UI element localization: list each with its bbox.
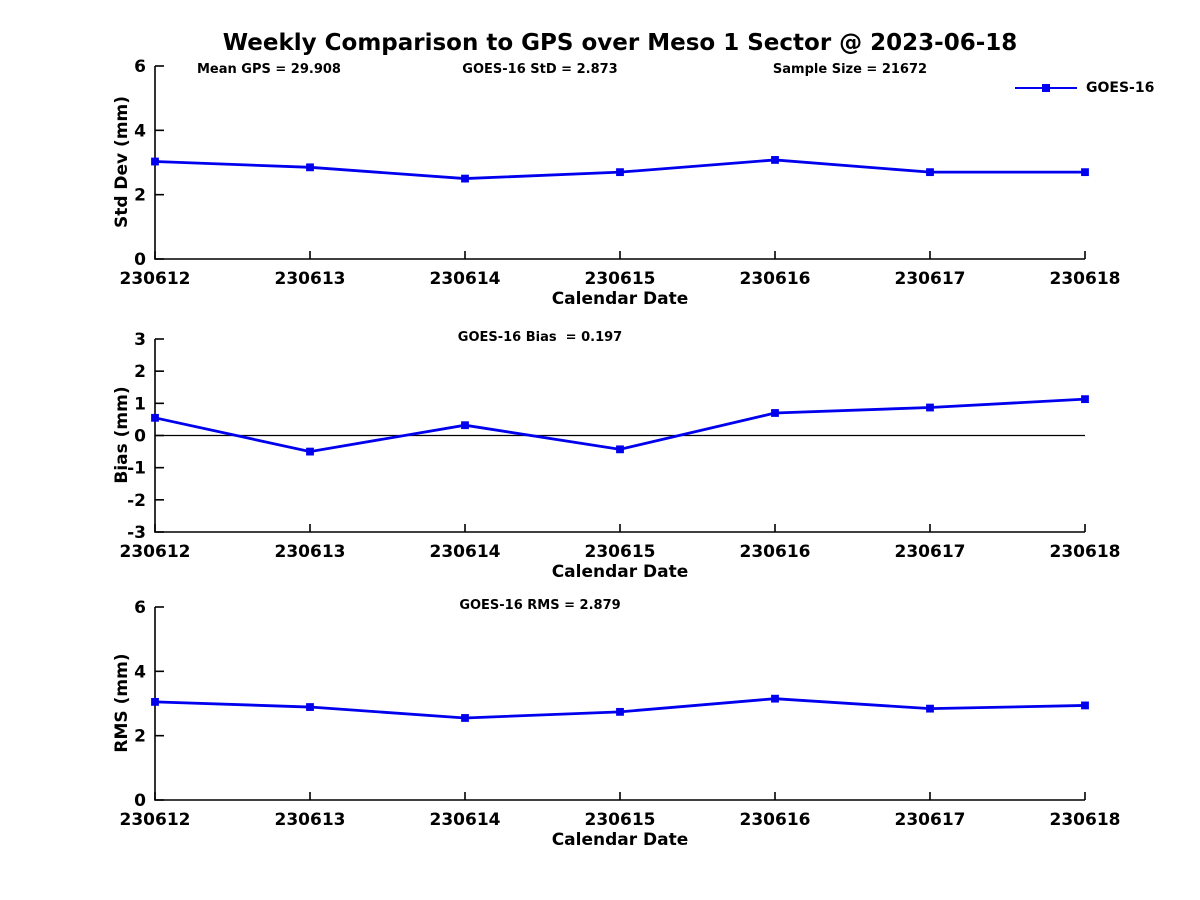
bias-subplot-data-point-marker (926, 403, 934, 412)
rms-subplot-xtick-label: 230618 (1050, 810, 1121, 830)
std-dev-subplot-ytick-label: 0 (134, 250, 146, 270)
annotation-mean-gps: Mean GPS = 29.908 (197, 62, 341, 77)
bias-subplot-ytick-label: 2 (134, 362, 146, 382)
bias-subplot-data-point-marker (151, 413, 159, 422)
rms-subplot-ytick-label: 0 (134, 791, 146, 811)
std-dev-subplot-data-point-marker (306, 163, 314, 172)
rms-subplot-data-point-marker (306, 703, 314, 711)
xlabel-calendar-date-2: Calendar Date (551, 562, 689, 582)
bias-subplot-xtick-label: 230618 (1050, 542, 1121, 562)
bias-subplot-data-point-marker (306, 447, 314, 456)
annotation-goes16-std: GOES-16 StD = 2.873 (462, 62, 618, 77)
legend-label: GOES-16 (1086, 80, 1155, 96)
figure-title: Weekly Comparison to GPS over Meso 1 Sec… (222, 30, 1018, 56)
std-dev-subplot-ytick-label: 4 (134, 121, 146, 141)
std-dev-subplot-ytick-label: 6 (134, 57, 146, 77)
bias-subplot-ytick-label: 0 (134, 427, 146, 447)
rms-subplot-data-point-marker (771, 694, 779, 703)
std-dev-subplot-data-point-marker (771, 156, 779, 164)
std-dev-subplot-data-point-marker (151, 157, 159, 166)
annotation-goes16-bias: GOES-16 Bias = 0.197 (457, 330, 623, 345)
std-dev-subplot-xtick-label: 230617 (895, 269, 966, 289)
rms-subplot-data-point-marker (926, 704, 934, 713)
rms-subplot-data-point-marker (1081, 701, 1089, 710)
rms-subplot-xtick-label: 230617 (895, 810, 966, 830)
bias-subplot-xtick-label: 230613 (275, 542, 346, 562)
rms-subplot-xtick-label: 230616 (740, 810, 811, 830)
bias-subplot-data-point-marker (616, 445, 624, 454)
bias-subplot-line-GOES-16 (154, 397, 1086, 454)
std-dev-subplot-data-point-marker (926, 168, 934, 177)
rms-subplot-xtick-label: 230614 (430, 810, 501, 830)
std-dev-subplot-data-point-marker (616, 168, 624, 177)
bias-subplot-xtick-label: 230612 (120, 542, 191, 562)
bias-subplot-ytick-label: -2 (127, 491, 146, 511)
std-dev-subplot-data-point-marker (461, 174, 469, 183)
bias-subplot-data-point-marker (1081, 395, 1089, 404)
std-dev-subplot-xtick-label: 230614 (430, 269, 501, 289)
rms-subplot-data-point-marker (616, 707, 624, 716)
bias-subplot-xtick-label: 230614 (430, 542, 501, 562)
rms-subplot-ytick-label: 4 (134, 662, 146, 682)
bias-subplot-ytick-label: -3 (127, 523, 146, 543)
bias-subplot-data-point-marker (771, 409, 779, 417)
std-dev-subplot-data-point-marker (1081, 168, 1089, 177)
annotation-sample-size: Sample Size = 21672 (772, 62, 928, 77)
rms-subplot-data-point-marker (151, 697, 159, 706)
bias-subplot-ytick-label: 3 (134, 330, 146, 350)
std-dev-subplot-xtick-label: 230613 (275, 269, 346, 289)
bias-subplot-xtick-label: 230617 (895, 542, 966, 562)
std-dev-subplot-xtick-label: 230618 (1050, 269, 1121, 289)
std-dev-subplot-xtick-label: 230612 (120, 269, 191, 289)
rms-subplot-xtick-label: 230612 (120, 810, 191, 830)
legend: GOES-16 (1015, 80, 1154, 96)
bias-subplot-data-point-marker (461, 421, 469, 430)
annotation-goes16-rms: GOES-16 RMS = 2.879 (459, 598, 621, 613)
std-dev-subplot-ytick-label: 2 (134, 186, 146, 206)
rms-subplot-xtick-label: 230615 (585, 810, 656, 830)
xlabel-calendar-date-1: Calendar Date (551, 289, 689, 309)
rms-subplot-ytick-label: 2 (134, 727, 146, 747)
bias-subplot-ytick-label: -1 (127, 459, 146, 479)
xlabel-calendar-date-3: Calendar Date (551, 830, 689, 850)
rms-subplot-ytick-label: 6 (134, 598, 146, 618)
rms-subplot-xtick-label: 230613 (275, 810, 346, 830)
legend-square-marker-icon (1042, 84, 1050, 92)
bias-subplot-xtick-label: 230615 (585, 542, 656, 562)
legend-line-sample (1015, 84, 1077, 93)
std-dev-subplot-xtick-label: 230616 (740, 269, 811, 289)
std-dev-subplot-xtick-label: 230615 (585, 269, 656, 289)
rms-subplot-data-point-marker (461, 714, 469, 722)
bias-subplot-ytick-label: 1 (134, 394, 146, 414)
bias-subplot-xtick-label: 230616 (740, 542, 811, 562)
